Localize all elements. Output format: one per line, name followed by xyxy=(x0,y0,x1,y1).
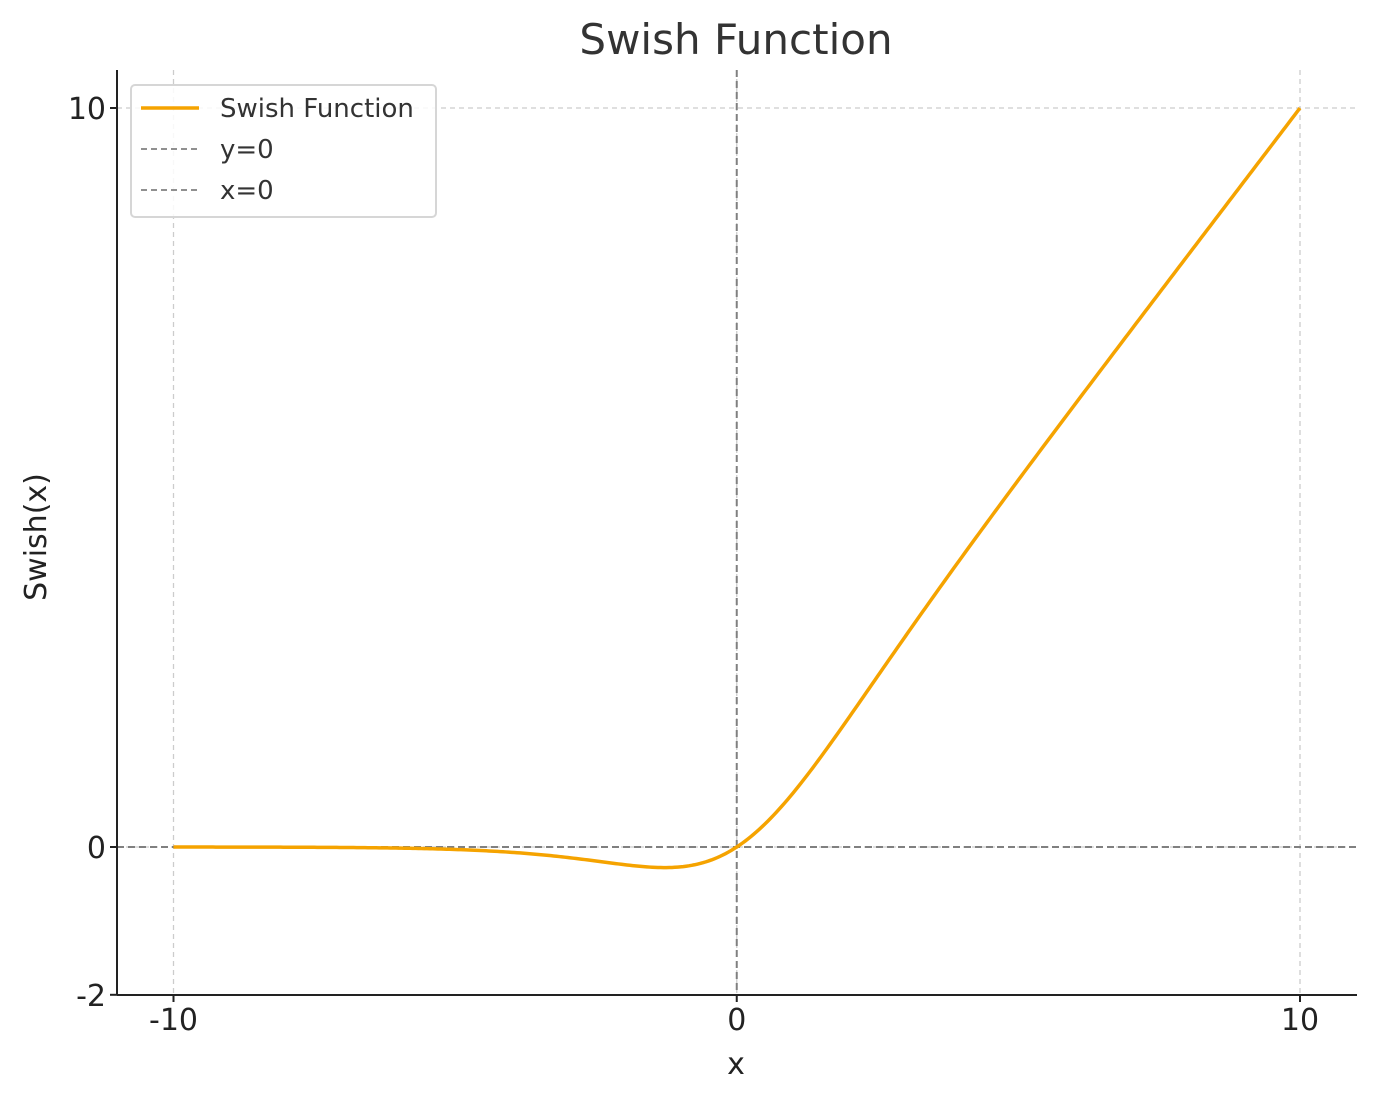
legend-items: Swish Function y=0 x=0 xyxy=(141,94,414,206)
legend: Swish Function y=0 x=0 xyxy=(130,84,437,218)
x-axis-label: x xyxy=(727,1047,745,1082)
x-tick-label: 0 xyxy=(727,1003,746,1038)
swish-function-line xyxy=(173,106,1302,870)
x-tick-label: -10 xyxy=(149,1003,198,1038)
y-tick-label: 0 xyxy=(87,831,106,866)
chart-title: Swish Function xyxy=(579,15,892,64)
series-lines xyxy=(173,106,1302,870)
legend-label-0: Swish Function xyxy=(220,94,414,124)
x-tick-label: 10 xyxy=(1281,1003,1319,1038)
legend-box xyxy=(130,84,437,218)
legend-label-1: y=0 xyxy=(220,135,274,165)
ticks: -10 0 10 -2 0 10 xyxy=(68,92,1319,1038)
y-tick-label: 10 xyxy=(68,92,106,127)
legend-label-2: x=0 xyxy=(220,176,274,206)
y-tick-label: -2 xyxy=(76,979,106,1014)
y-axis-label: Swish(x) xyxy=(19,473,54,601)
